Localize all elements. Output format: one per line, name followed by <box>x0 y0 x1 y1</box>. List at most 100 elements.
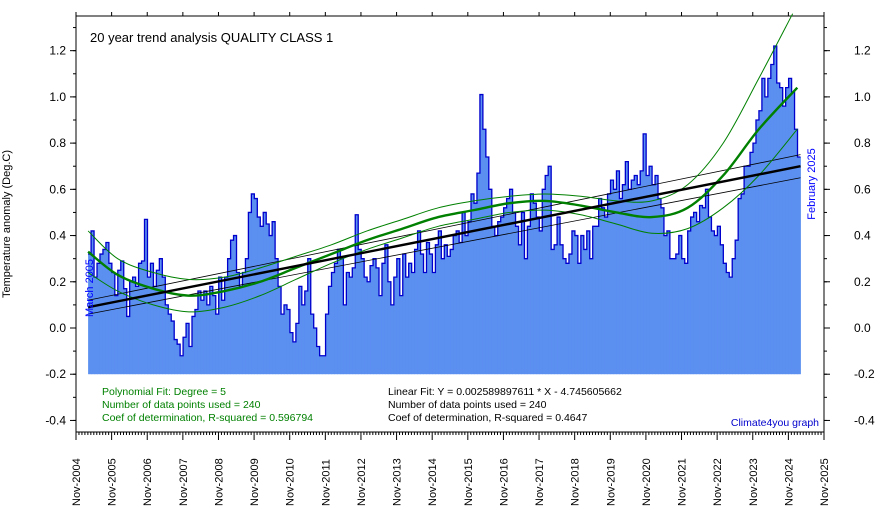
fit-lines <box>87 13 801 315</box>
bar <box>747 166 751 375</box>
bar <box>384 244 389 375</box>
bar <box>319 355 323 375</box>
bar <box>672 258 677 375</box>
bar <box>189 346 193 375</box>
bar <box>159 258 163 375</box>
y-tick-label-left: 0.8 <box>49 136 66 150</box>
y-tick-label-left: -0.4 <box>45 413 66 427</box>
bar <box>215 314 220 375</box>
bar <box>702 207 706 375</box>
bar <box>797 156 801 375</box>
bar <box>646 175 650 375</box>
poly-fit-label: Polynomial Fit: Degree = 5 <box>102 386 226 398</box>
bar <box>281 314 285 375</box>
bar <box>147 277 151 375</box>
credit-label: Climate4you graph <box>731 417 819 429</box>
bar <box>171 321 175 375</box>
y-tick-label-right: 1.2 <box>854 44 871 58</box>
bar <box>767 78 772 375</box>
bar <box>506 198 510 375</box>
bar <box>355 214 359 375</box>
bar <box>132 277 136 375</box>
bar <box>512 212 516 375</box>
x-tick-label: Nov-2015 <box>463 458 475 506</box>
bar <box>402 254 407 375</box>
bar <box>260 226 264 375</box>
bar <box>358 249 362 375</box>
bar <box>577 263 582 375</box>
bar <box>447 256 451 375</box>
y-tick-label-left: 1.0 <box>49 90 66 104</box>
bar <box>634 175 638 375</box>
bar <box>123 288 128 375</box>
x-axis: Nov-2004 Nov-2005 Nov-2006 Nov-2007 Nov-2008… <box>71 12 831 506</box>
bar <box>334 263 338 375</box>
bar <box>488 189 493 375</box>
bar <box>313 328 318 375</box>
bar <box>479 94 484 375</box>
bar <box>563 258 567 375</box>
bar <box>435 244 439 375</box>
bar <box>322 355 326 375</box>
bar <box>574 235 579 375</box>
bar <box>212 295 217 375</box>
bar <box>183 337 187 375</box>
bar <box>785 87 790 375</box>
bar <box>705 189 709 375</box>
bar <box>417 230 421 375</box>
bar <box>696 221 700 375</box>
bar <box>592 226 597 375</box>
bar <box>554 244 558 375</box>
bar <box>640 170 644 375</box>
bar <box>444 244 448 375</box>
bar <box>518 244 522 375</box>
bar <box>494 235 499 375</box>
bar <box>310 314 315 375</box>
bar <box>141 260 145 375</box>
bar <box>607 193 611 375</box>
bar <box>755 120 760 375</box>
bar <box>539 230 543 375</box>
bar <box>325 314 329 375</box>
bar <box>690 217 695 375</box>
bar <box>405 277 410 375</box>
y-tick-label-left: 0.0 <box>49 321 66 335</box>
bar <box>459 242 463 375</box>
x-tick-label: Nov-2011 <box>320 459 332 506</box>
bar <box>515 226 519 375</box>
bar <box>206 304 211 375</box>
y-axis-label: Temperature anomaly (Deg.C) <box>1 150 13 298</box>
bar <box>349 277 353 375</box>
bar <box>209 286 214 375</box>
bar <box>266 224 270 375</box>
bar <box>203 291 208 375</box>
y-tick-label-right: -0.2 <box>854 367 875 381</box>
bar <box>568 254 573 375</box>
x-tick-label: Nov-2022 <box>712 458 724 506</box>
x-tick-label: Nov-2004 <box>71 458 83 506</box>
bar <box>102 249 107 375</box>
bar <box>224 277 229 375</box>
bar <box>720 244 724 375</box>
bar <box>373 258 377 375</box>
x-tick-label: Nov-2010 <box>285 458 297 506</box>
bar <box>586 230 591 375</box>
bar <box>500 217 505 375</box>
bar <box>272 221 276 375</box>
bar <box>381 263 386 375</box>
poly-fit-lower-bound <box>87 128 798 313</box>
bar <box>776 83 781 375</box>
bar <box>794 129 798 375</box>
bar <box>94 277 98 375</box>
y-tick-label-right: 0.2 <box>854 275 871 289</box>
bar <box>393 277 398 375</box>
y-tick-label-right: -0.4 <box>854 413 875 427</box>
x-tick-label: Nov-2013 <box>392 458 404 506</box>
bar <box>527 226 531 375</box>
bar <box>726 272 730 375</box>
x-tick-label: Nov-2012 <box>356 458 368 506</box>
bar <box>138 263 142 375</box>
bar <box>390 304 395 375</box>
bar <box>376 267 380 375</box>
bar <box>379 295 383 375</box>
